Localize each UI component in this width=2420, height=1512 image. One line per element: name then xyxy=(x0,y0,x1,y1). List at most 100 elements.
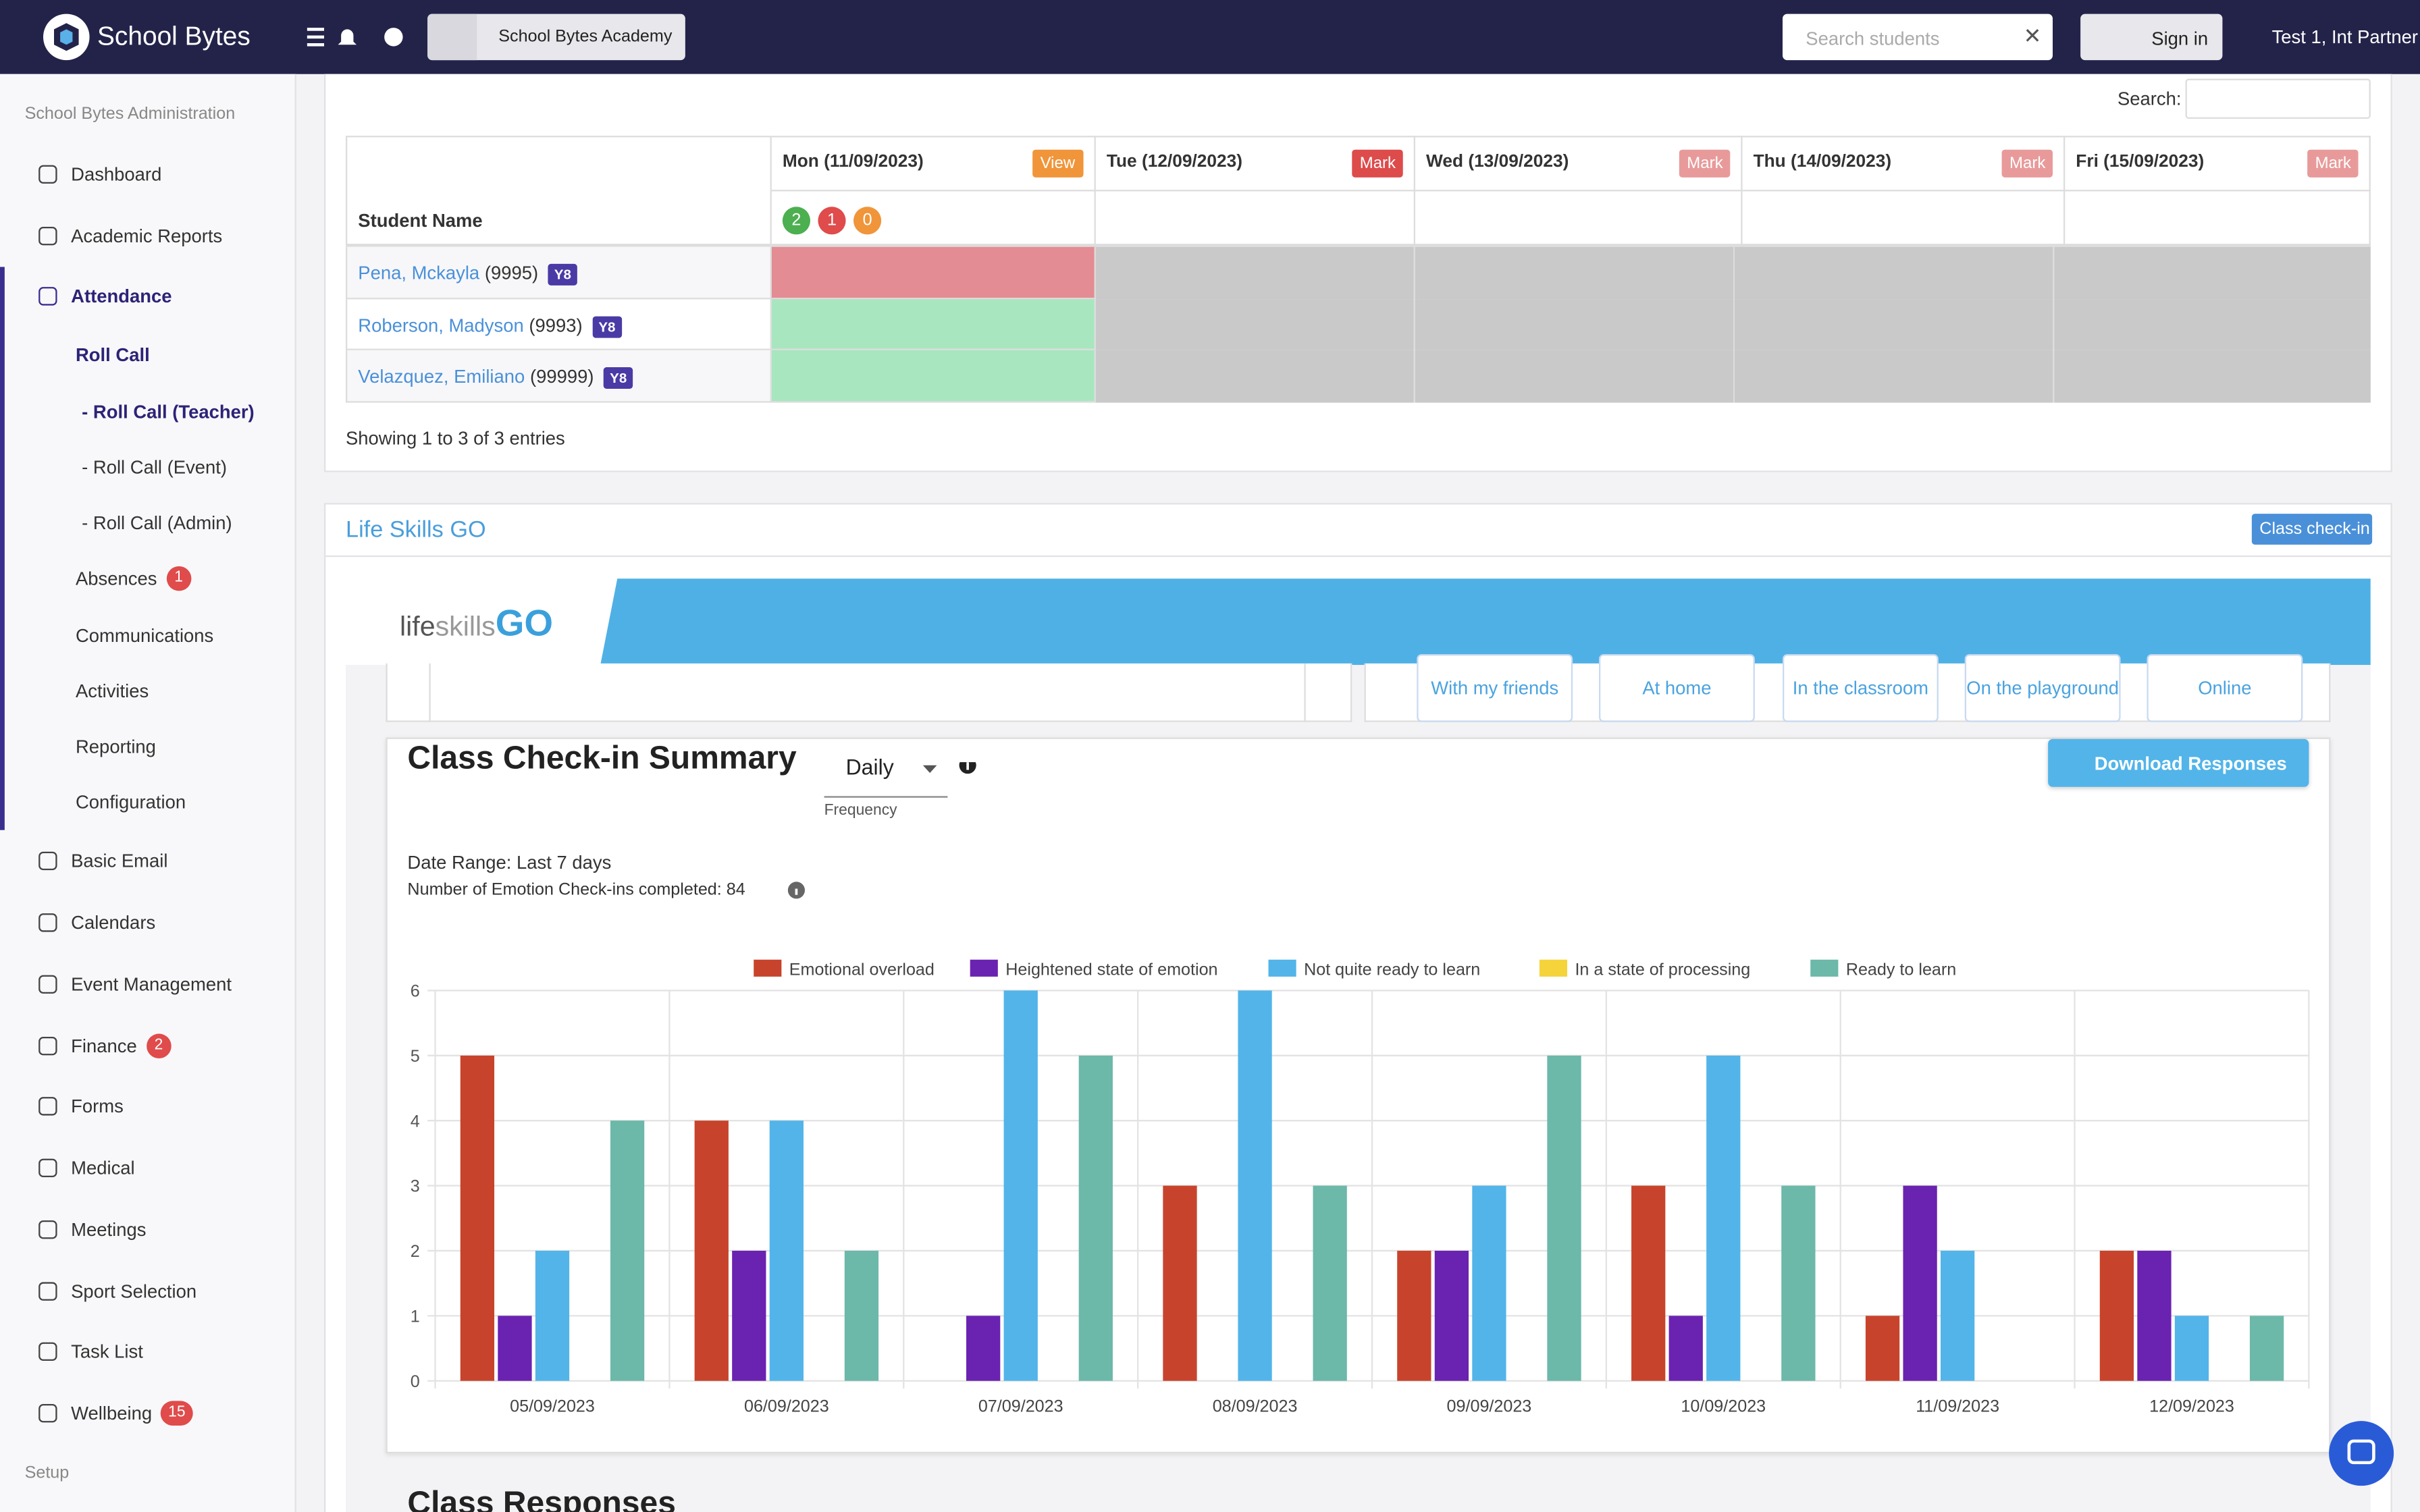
nav-item[interactable]: Dashboard xyxy=(71,163,162,186)
table-search[interactable] xyxy=(2185,78,2371,119)
place-button[interactable]: Online xyxy=(2147,654,2303,722)
nav-item[interactable]: Configuration xyxy=(75,791,186,813)
day-action[interactable]: Mark xyxy=(2307,149,2359,178)
nav-item[interactable]: Medical xyxy=(71,1157,135,1179)
logo-part: life xyxy=(399,611,436,642)
bar xyxy=(1472,1185,1506,1381)
nav-item[interactable]: Finance xyxy=(71,1035,137,1057)
nav-item[interactable]: Communications xyxy=(75,624,214,647)
student: Pena, Mckayla (9995) Y8 xyxy=(358,262,578,286)
legend-label: Emotional overload xyxy=(789,961,935,979)
nav-item[interactable]: Reporting xyxy=(75,736,156,758)
attendance-cell[interactable] xyxy=(771,299,1096,350)
sign-in-label[interactable]: Sign in xyxy=(2151,28,2209,50)
chat-button[interactable] xyxy=(2327,1420,2396,1488)
x-tick-label: 08/09/2023 xyxy=(1213,1397,1298,1415)
chart: 0 1 2 3 4 5 6 05/09/2023 06/09/2023 07/09/2023 08/… xyxy=(411,959,2310,1415)
check-in-button[interactable] xyxy=(2251,514,2373,545)
nav-badge: 15 xyxy=(160,1401,193,1426)
day-action[interactable]: Mark xyxy=(1679,149,1731,178)
bar xyxy=(966,1316,1001,1381)
nav-item[interactable]: Meetings xyxy=(71,1218,147,1241)
y-tick-label: 3 xyxy=(411,1177,420,1196)
place-button[interactable]: On the playground xyxy=(1964,654,2121,722)
bar xyxy=(1078,1055,1113,1381)
day-action[interactable]: Mark xyxy=(2001,149,2053,178)
clear-search[interactable]: ✕ xyxy=(2023,23,2042,48)
nav-item[interactable]: Basic Email xyxy=(71,850,168,872)
header-cell xyxy=(1415,136,1743,192)
logo xyxy=(43,14,90,61)
day-action[interactable]: Mark xyxy=(1352,149,1404,178)
download-button[interactable] xyxy=(2048,738,2309,787)
nav-item[interactable]: Event Management xyxy=(71,973,232,996)
nav-item[interactable]: Calendars xyxy=(71,911,156,934)
bar xyxy=(1903,1185,1937,1381)
student-id: (99999) xyxy=(529,365,594,387)
place-button[interactable]: In the classroom xyxy=(1782,654,1939,722)
year-badge: Y8 xyxy=(592,316,622,338)
attendance-cell[interactable] xyxy=(771,350,1096,403)
select-underline xyxy=(824,796,948,798)
bar xyxy=(1238,990,1272,1381)
legend-label: Heightened state of emotion xyxy=(1005,961,1217,979)
logo-part: GO xyxy=(495,603,554,645)
nav-item[interactable]: Absences xyxy=(75,568,157,590)
logo-part: skills xyxy=(435,611,496,642)
nav-item[interactable]: - Roll Call (Admin) xyxy=(82,512,232,534)
download-label[interactable]: Download Responses xyxy=(2094,753,2287,775)
check-in-label[interactable]: Class check-in xyxy=(2259,520,2370,539)
nav-item[interactable]: - Roll Call (Teacher) xyxy=(82,401,255,423)
place-button[interactable]: At home xyxy=(1598,654,1755,722)
student-name[interactable]: Pena, Mckayla xyxy=(358,262,480,284)
name-cell xyxy=(345,350,772,403)
nav-item[interactable]: - Roll Call (Event) xyxy=(82,456,228,479)
frequency-select[interactable]: Daily xyxy=(845,754,894,780)
sign-in-button[interactable] xyxy=(2080,14,2223,61)
nav-icon xyxy=(38,1097,57,1116)
bar xyxy=(1781,1185,1816,1381)
search-placeholder: Search students xyxy=(1806,28,1940,50)
card-title: Life Skills GO xyxy=(345,516,486,543)
user-name[interactable]: Test 1, Int Partner xyxy=(2271,26,2419,48)
attendance-cell[interactable] xyxy=(771,246,1096,300)
nav-icon xyxy=(38,287,57,306)
bar xyxy=(2099,1250,2134,1381)
bar xyxy=(769,1120,804,1381)
day-header: Mon (11/09/2023) xyxy=(782,153,924,171)
student-search[interactable] xyxy=(1782,14,2053,61)
place-button[interactable]: With my friends xyxy=(1417,654,1573,722)
check-in-count: Number of Emotion Check-ins completed: 8… xyxy=(407,881,745,900)
legend-swatch xyxy=(754,959,782,977)
nav-item[interactable]: Task List xyxy=(71,1341,143,1363)
school-name[interactable]: School Bytes Academy xyxy=(498,28,673,47)
day-action[interactable]: View xyxy=(1032,149,1083,178)
nav-item[interactable]: Attendance xyxy=(71,285,172,307)
student-name[interactable]: Roberson, Madyson xyxy=(358,315,524,337)
student-name[interactable]: Velazquez, Emiliano xyxy=(358,365,525,387)
banner xyxy=(345,578,2371,666)
day-header: Thu (14/09/2023) xyxy=(1753,153,1892,171)
header-cell xyxy=(1415,191,1743,247)
bar xyxy=(1668,1316,1703,1381)
nav-icon xyxy=(38,165,57,184)
column-header: Student Name xyxy=(358,209,483,232)
y-tick-label: 6 xyxy=(411,982,420,1001)
bar xyxy=(610,1120,645,1381)
header-cell xyxy=(345,136,772,247)
nav-item[interactable]: Academic Reports xyxy=(71,225,223,247)
bar xyxy=(844,1250,879,1381)
nav-item[interactable]: Roll Call xyxy=(75,344,150,366)
legend-swatch xyxy=(1539,959,1568,977)
bar xyxy=(2174,1316,2209,1381)
nav-icon xyxy=(38,851,57,871)
nav-badge: 1 xyxy=(166,566,191,591)
info-icon xyxy=(787,882,805,899)
header-icons xyxy=(307,28,403,47)
name-cell xyxy=(345,299,772,350)
nav-item[interactable]: Forms xyxy=(71,1095,124,1117)
nav-item[interactable]: Activities xyxy=(75,680,149,702)
nav-item[interactable]: Sport Selection xyxy=(71,1280,197,1303)
nav-item[interactable]: Wellbeing xyxy=(71,1402,153,1424)
